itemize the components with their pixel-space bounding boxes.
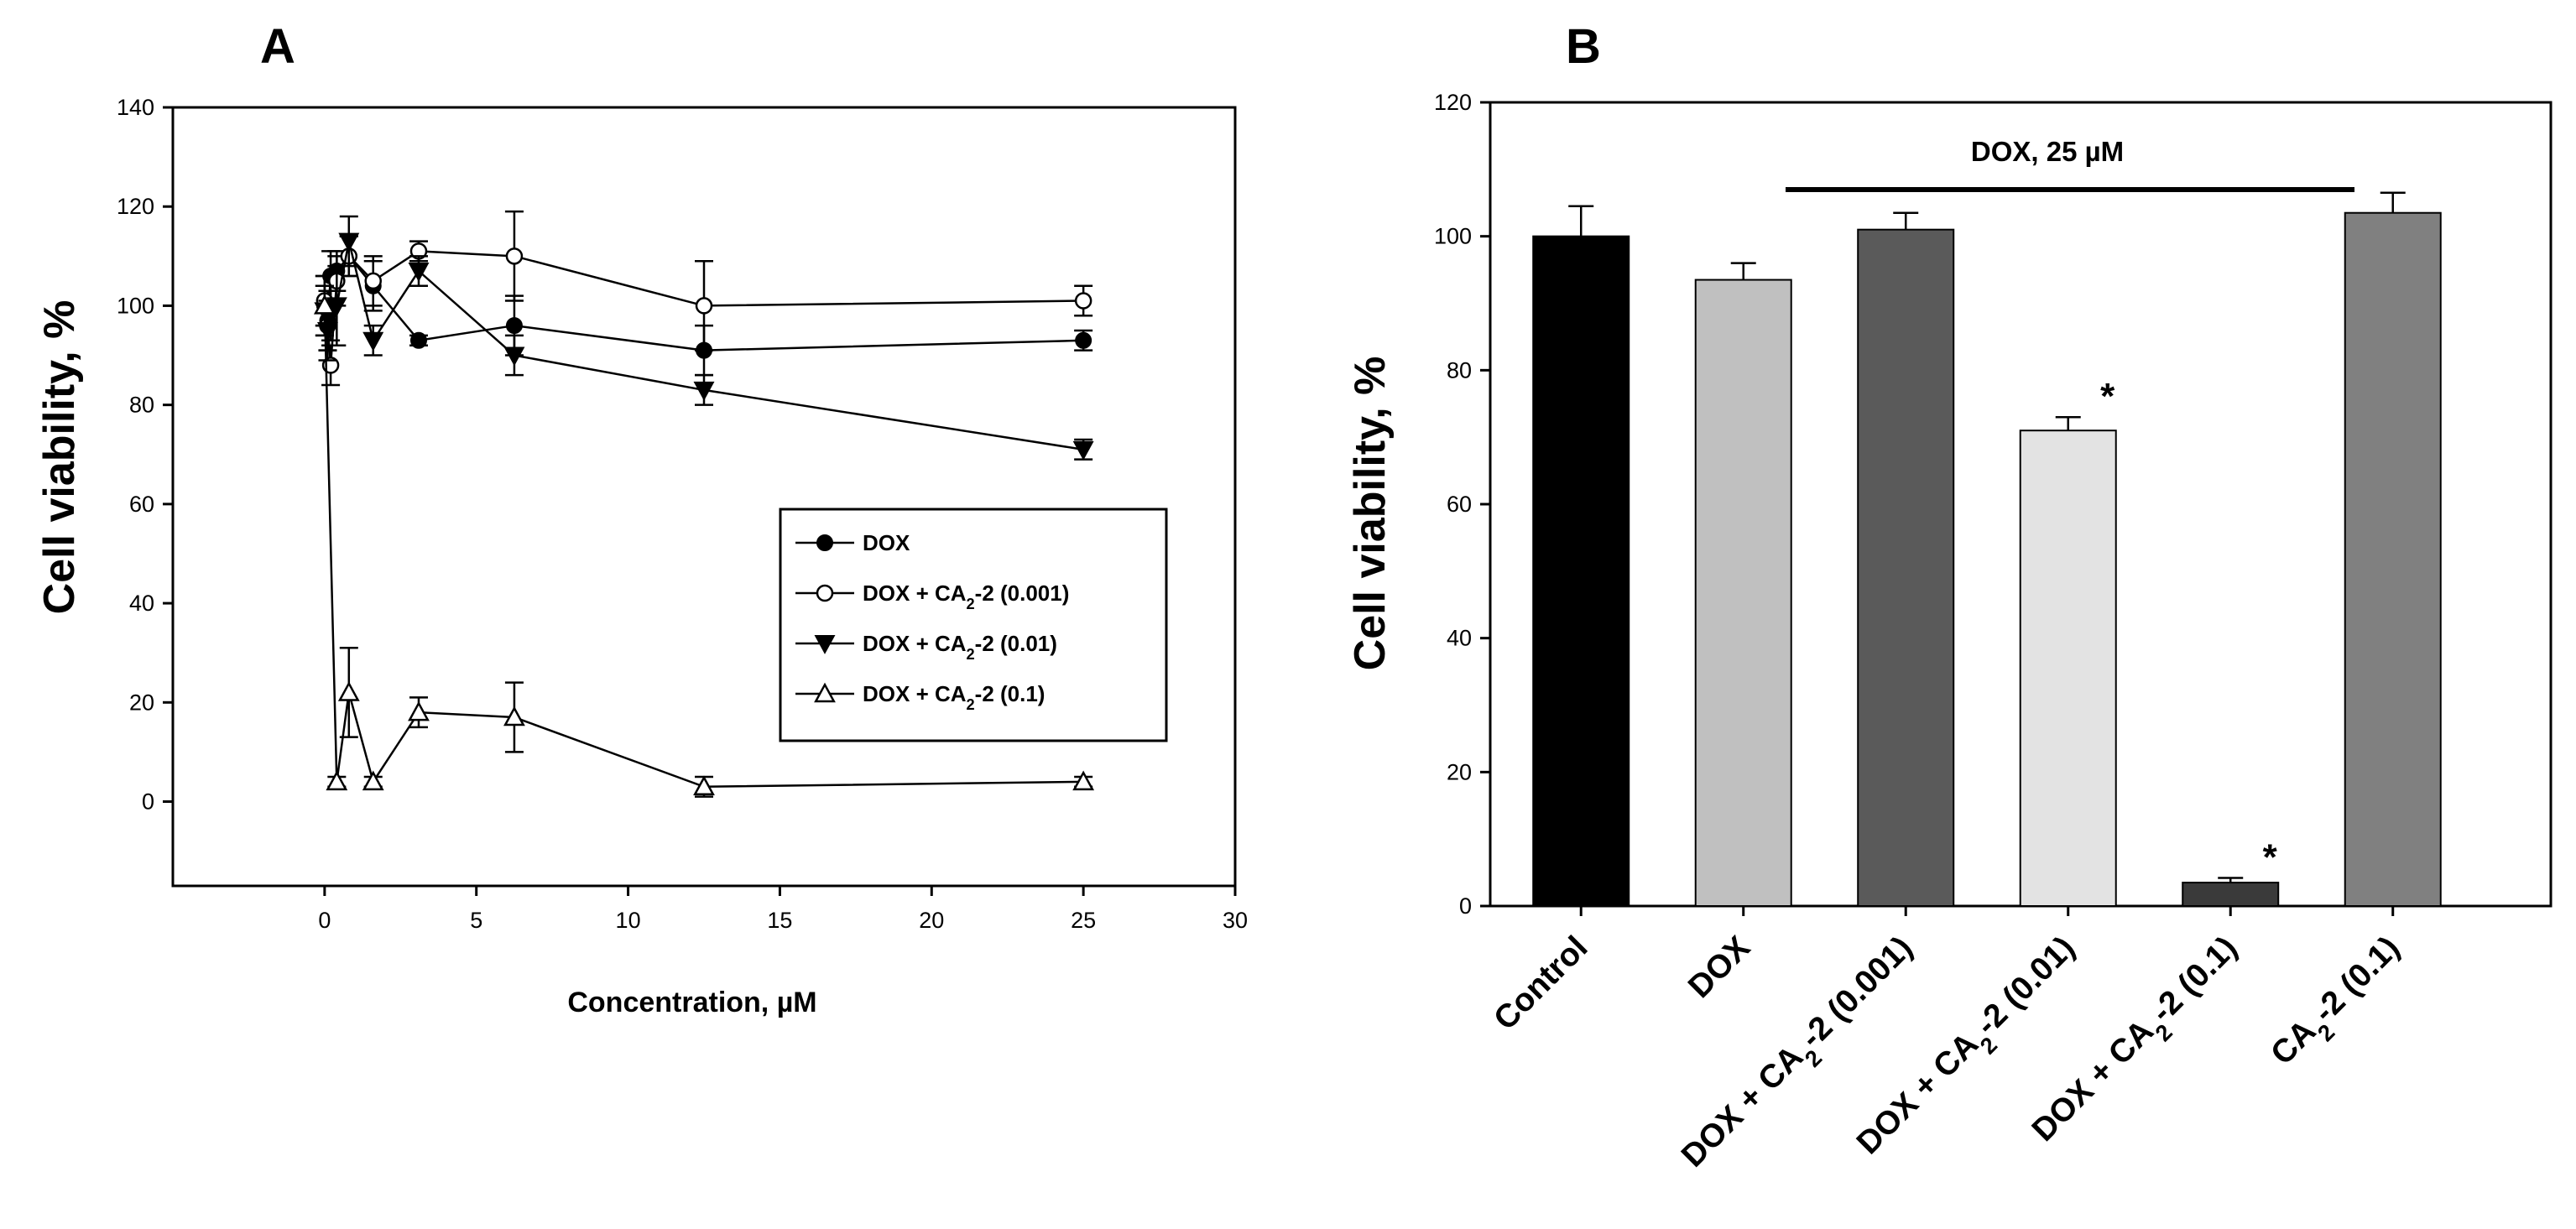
- bar: [2019, 430, 2117, 907]
- y-tick-label: 120: [117, 194, 154, 219]
- bar: [2182, 882, 2280, 908]
- data-point: [364, 272, 382, 290]
- x-tick-label: 0: [318, 908, 331, 933]
- y-tick-label: 40: [1447, 626, 1472, 651]
- data-point: [326, 297, 347, 317]
- data-point: [1072, 440, 1094, 461]
- y-tick-label: 80: [129, 393, 154, 418]
- legend-label: DOX: [863, 530, 910, 555]
- bar: [1694, 279, 1792, 907]
- panel-a-series-group: [313, 210, 1095, 798]
- data-point: [337, 681, 360, 701]
- x-tick-label: 5: [470, 908, 482, 933]
- panel-a-x-axis: 0 5 10 15 20 25 30: [318, 886, 1248, 933]
- legend-label: DOX + CA2-2 (0.01): [863, 631, 1057, 663]
- data-point: [338, 232, 360, 253]
- legend-label: DOX + CA2-2 (0.1): [863, 681, 1045, 713]
- bracket-label: DOX, 25 µM: [1971, 136, 2124, 167]
- panel-a-plot-frame: [171, 106, 1237, 888]
- y-tick-label: 0: [142, 789, 154, 815]
- panel-a-line-chart: A 0 20 40 60 80 100 120 140 0 5 10 15 20 25 30 Concen…: [35, 19, 1248, 1018]
- y-tick-label: 140: [117, 95, 154, 120]
- panel-a-y-axis-title: Cell viability, %: [35, 300, 84, 615]
- panel-a-x-axis-title: Concentration, µM: [567, 987, 816, 1018]
- y-tick-label: 40: [129, 591, 154, 616]
- data-point: [505, 247, 524, 265]
- panel-b-label: B: [1566, 19, 1601, 74]
- y-tick-label: 120: [1434, 90, 1472, 115]
- x-tick-label: 30: [1223, 908, 1248, 933]
- category-label: Control: [1487, 930, 1594, 1037]
- x-tick-label: 10: [616, 908, 641, 933]
- panel-b-y-axis: 0 20 40 60 80 100 120: [1434, 90, 1490, 919]
- data-point: [316, 321, 338, 341]
- data-point: [362, 770, 384, 791]
- data-point: [409, 331, 427, 349]
- bar: [1857, 228, 1955, 907]
- data-point: [313, 294, 336, 315]
- data-point: [695, 297, 713, 315]
- data-point: [503, 706, 525, 726]
- data-point: [1075, 331, 1092, 349]
- panel-a-legend: DOX DOX + CA2-2 (0.001) DOX + CA2-2 (0.01)…: [779, 508, 1168, 742]
- data-point: [505, 317, 523, 335]
- panel-a-label: A: [260, 19, 295, 74]
- x-tick-label: 15: [767, 908, 792, 933]
- data-point: [1072, 770, 1095, 791]
- y-tick-label: 100: [1434, 224, 1472, 249]
- category-label: DOX: [1682, 930, 1757, 1005]
- panel-a-y-axis: 0 20 40 60 80 100 120 140: [117, 95, 173, 815]
- legend-marker: [816, 534, 833, 551]
- x-tick-label: 20: [919, 908, 944, 933]
- panel-b-bars-group: **: [1532, 191, 2442, 916]
- legend-box: [779, 508, 1168, 742]
- legend-marker: [814, 635, 836, 654]
- data-point: [362, 331, 384, 352]
- data-point: [408, 263, 430, 282]
- category-label: CA2-2 (0.1): [2264, 930, 2414, 1080]
- bar: [2344, 211, 2442, 908]
- x-tick-label: 25: [1071, 908, 1096, 933]
- y-tick-label: 80: [1447, 357, 1472, 383]
- data-point: [1074, 292, 1092, 310]
- y-tick-label: 20: [129, 690, 154, 715]
- legend-label: DOX + CA2-2 (0.001): [863, 581, 1069, 612]
- y-tick-label: 0: [1459, 893, 1472, 919]
- significance-star: *: [2263, 836, 2278, 877]
- data-point: [408, 700, 430, 721]
- y-tick-label: 60: [1447, 492, 1472, 517]
- data-point: [693, 381, 715, 401]
- bar: [1532, 235, 1630, 907]
- series-3: [313, 284, 1095, 798]
- panel-b-y-axis-title: Cell viability, %: [1346, 357, 1395, 671]
- significance-star: *: [2100, 376, 2115, 417]
- y-tick-label: 20: [1447, 759, 1472, 784]
- y-tick-label: 100: [117, 293, 154, 318]
- legend-marker: [816, 584, 834, 602]
- data-point: [503, 346, 525, 367]
- data-point: [326, 770, 348, 791]
- y-tick-label: 60: [129, 492, 154, 517]
- legend-marker: [814, 682, 836, 703]
- data-point: [693, 775, 715, 796]
- series-line: [323, 305, 1084, 789]
